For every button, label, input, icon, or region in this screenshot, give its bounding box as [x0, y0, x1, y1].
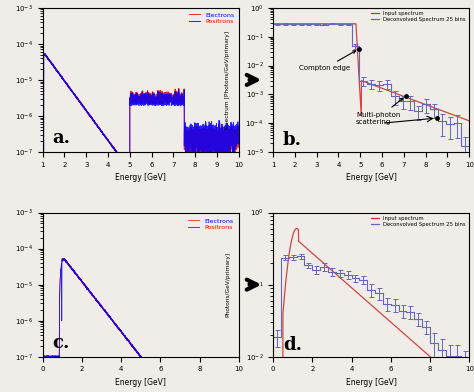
X-axis label: Energy [GeV]: Energy [GeV]	[346, 173, 397, 182]
Legend: Electrons, Positrons: Electrons, Positrons	[188, 11, 236, 25]
Legend: Input spectrum, Deconvolved Spectrum 25 bins: Input spectrum, Deconvolved Spectrum 25 …	[371, 11, 466, 23]
Text: a.: a.	[53, 129, 71, 147]
Y-axis label: Spectrum [Photons/GeV/primary]: Spectrum [Photons/GeV/primary]	[225, 31, 230, 129]
Text: d.: d.	[283, 336, 302, 354]
X-axis label: Energy [GeV]: Energy [GeV]	[115, 378, 166, 387]
Legend: Input spectrum, Deconvolved Spectrum 25 bins: Input spectrum, Deconvolved Spectrum 25 …	[371, 215, 466, 227]
Text: b.: b.	[283, 131, 302, 149]
X-axis label: Energy [GeV]: Energy [GeV]	[115, 173, 166, 182]
Y-axis label: Photons/GeV/primary]: Photons/GeV/primary]	[225, 252, 230, 317]
Text: Multi-photon
scattering: Multi-photon scattering	[356, 98, 403, 125]
Text: Compton edge: Compton edge	[299, 51, 356, 71]
Text: c.: c.	[53, 334, 70, 352]
X-axis label: Energy [GeV]: Energy [GeV]	[346, 378, 397, 387]
Legend: Electrons, Positrons: Electrons, Positrons	[185, 216, 236, 233]
